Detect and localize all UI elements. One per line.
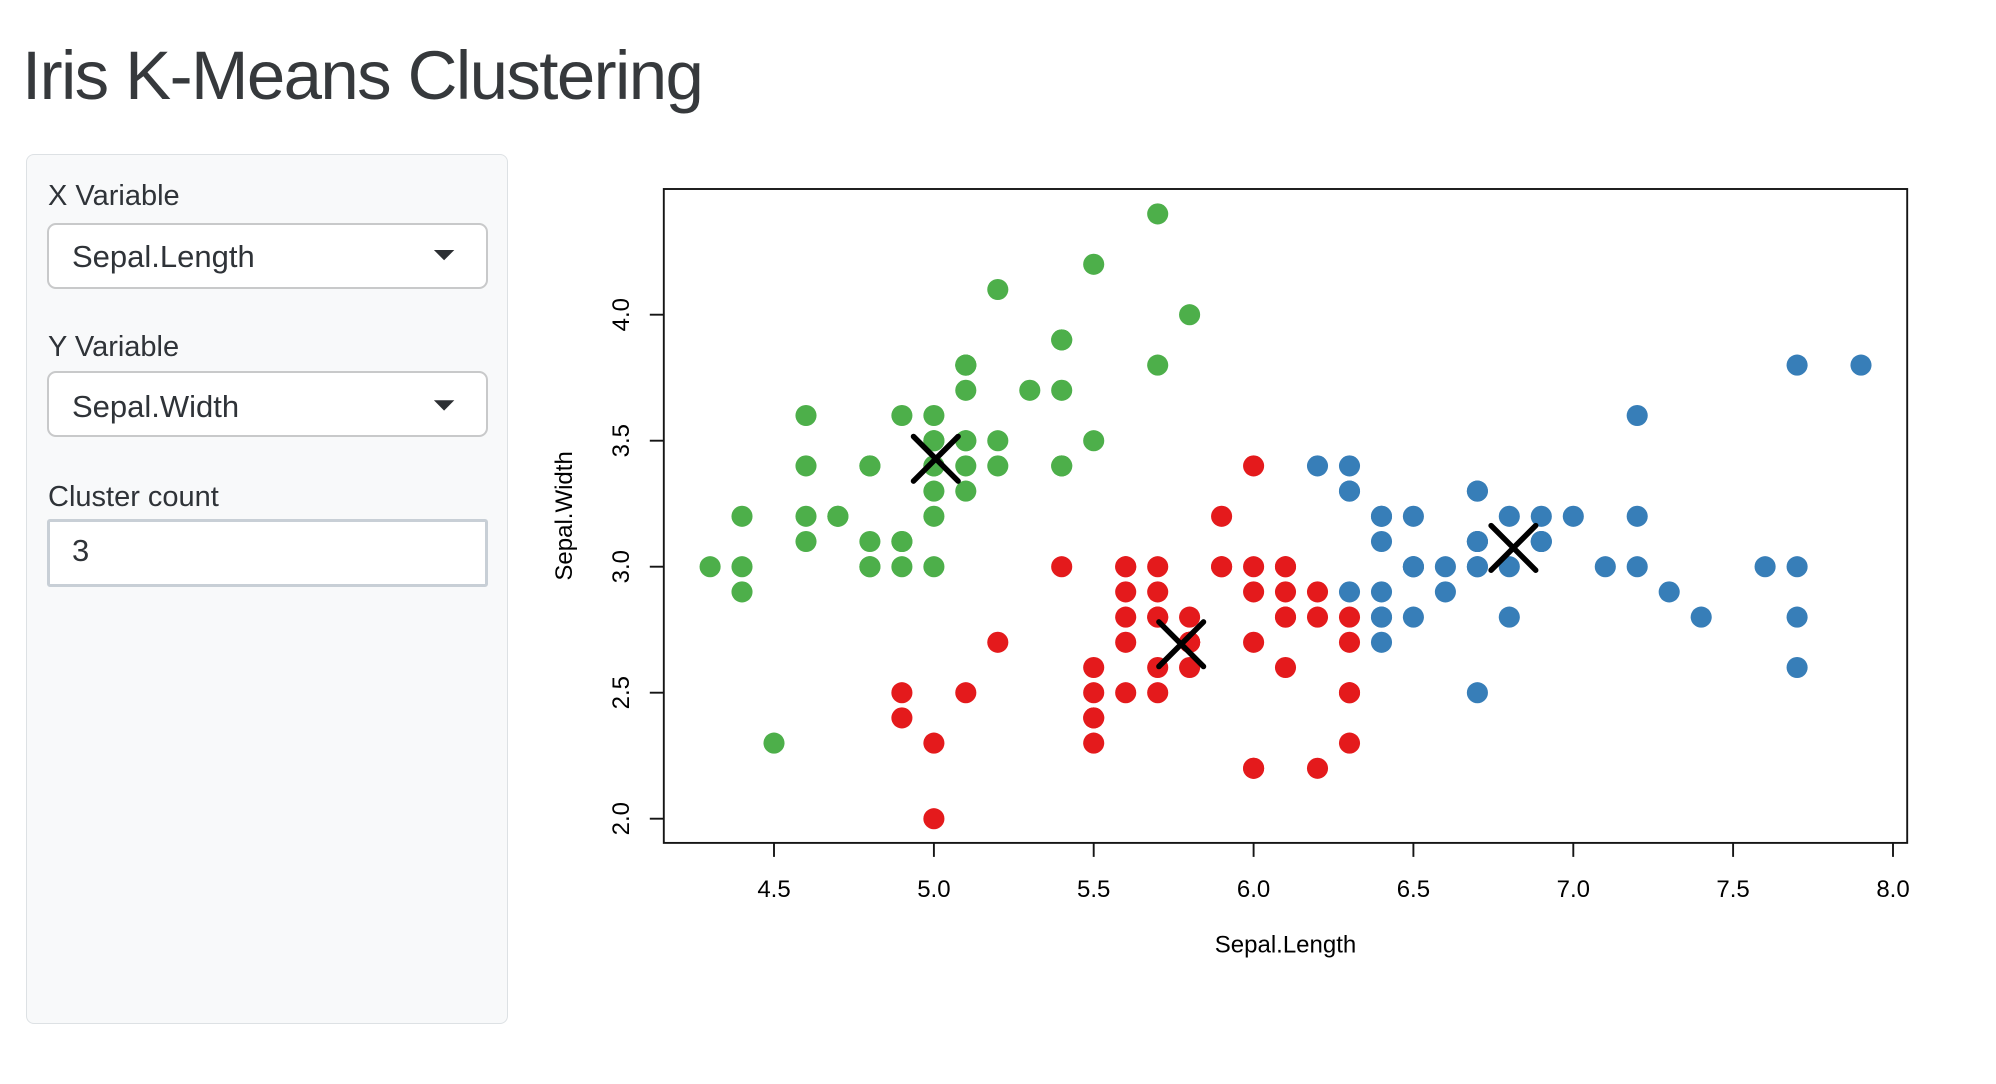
svg-text:8.0: 8.0 [1876, 876, 1909, 903]
svg-text:6.5: 6.5 [1397, 876, 1430, 903]
svg-text:2.0: 2.0 [608, 802, 635, 835]
svg-text:Sepal.Length: Sepal.Length [1215, 932, 1356, 959]
svg-text:Sepal.Width: Sepal.Width [551, 451, 578, 580]
svg-text:3.5: 3.5 [608, 424, 635, 457]
svg-text:3.0: 3.0 [608, 550, 635, 583]
svg-text:5.0: 5.0 [917, 876, 950, 903]
svg-text:5.5: 5.5 [1077, 876, 1110, 903]
svg-text:7.5: 7.5 [1716, 876, 1749, 903]
svg-text:7.0: 7.0 [1557, 876, 1590, 903]
svg-text:2.5: 2.5 [608, 676, 635, 709]
svg-text:4.0: 4.0 [608, 298, 635, 331]
svg-text:6.0: 6.0 [1237, 876, 1270, 903]
svg-text:4.5: 4.5 [757, 876, 790, 903]
